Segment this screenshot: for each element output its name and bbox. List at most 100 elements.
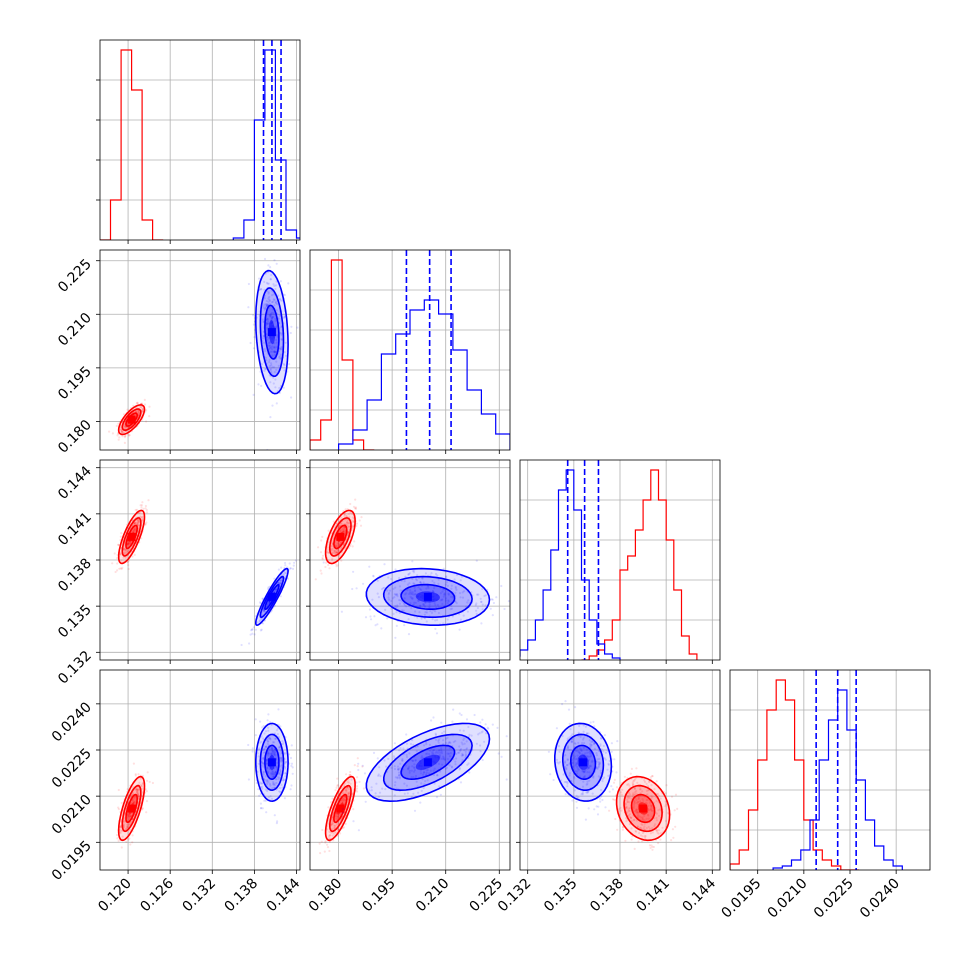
- scatter-point: [347, 531, 350, 534]
- scatter-point: [396, 765, 400, 768]
- scatter-point: [581, 785, 585, 788]
- scatter-point: [123, 436, 126, 439]
- scatter-point: [265, 304, 268, 307]
- scatter-point: [279, 353, 283, 356]
- scatter-point: [653, 825, 656, 828]
- scatter-point: [265, 760, 268, 763]
- scatter-point: [317, 546, 320, 549]
- scatter-point: [123, 549, 127, 552]
- scatter-point: [376, 592, 379, 595]
- scatter-point: [260, 782, 263, 785]
- scatter-point: [261, 726, 264, 729]
- scatter-point: [500, 755, 503, 758]
- scatter-point: [674, 793, 678, 796]
- axes-frame: [309, 249, 511, 451]
- scatter-point: [267, 320, 270, 323]
- scatter-point: [274, 771, 277, 774]
- scatter-point: [568, 762, 571, 766]
- scatter-point: [349, 544, 352, 548]
- scatter-point: [464, 753, 467, 756]
- scatter-point: [262, 757, 265, 760]
- scatter-point: [599, 800, 602, 803]
- scatter-point: [263, 297, 266, 300]
- scatter-point: [642, 819, 645, 822]
- scatter-point: [467, 725, 470, 729]
- scatter-point: [141, 807, 144, 810]
- scatter-point: [656, 831, 659, 834]
- scatter-point: [629, 807, 632, 810]
- scatter-point: [266, 304, 269, 307]
- scatter-point: [122, 826, 126, 829]
- scatter-point: [267, 264, 270, 267]
- scatter-point: [262, 765, 265, 768]
- scatter-point: [284, 354, 288, 357]
- scatter-point: [346, 521, 349, 524]
- scatter-point: [376, 757, 379, 760]
- scatter-point: [267, 291, 270, 294]
- scatter-point: [479, 721, 482, 724]
- scatter-point: [252, 393, 255, 396]
- scatter-point: [454, 740, 457, 743]
- scatter-point: [334, 549, 337, 552]
- scatter-point: [395, 624, 398, 628]
- scatter-point: [449, 741, 452, 745]
- scatter-point: [257, 383, 260, 386]
- scatter-point: [422, 603, 425, 606]
- scatter-point: [269, 721, 272, 724]
- scatter-point: [344, 508, 347, 511]
- scatter-point: [485, 732, 488, 735]
- scatter-point: [124, 434, 127, 437]
- scatter-0: [608, 767, 679, 851]
- scatter-point: [331, 814, 334, 817]
- scatter-point: [491, 598, 494, 601]
- scatter-point: [258, 747, 261, 750]
- scatter-point: [351, 545, 354, 548]
- scatter-point: [270, 773, 273, 776]
- scatter-point: [356, 765, 359, 768]
- scatter-point: [280, 759, 283, 762]
- scatter-point: [136, 790, 139, 793]
- scatter-point: [334, 551, 337, 554]
- scatter-point: [271, 747, 274, 750]
- scatter-point: [407, 768, 410, 771]
- scatter-point: [336, 817, 339, 820]
- scatter-point: [440, 721, 443, 724]
- scatter-point: [127, 838, 130, 841]
- scatter-point: [405, 753, 408, 757]
- scatter-point: [273, 751, 276, 754]
- scatter-point: [398, 585, 402, 588]
- scatter-point: [458, 767, 461, 770]
- scatter-point: [119, 535, 122, 538]
- scatter-point: [247, 282, 250, 286]
- scatter-point: [587, 732, 590, 735]
- scatter-point: [586, 767, 590, 770]
- scatter-point: [643, 819, 646, 822]
- scatter-point: [480, 622, 483, 625]
- scatter-point: [336, 564, 339, 567]
- scatter-point: [254, 718, 257, 721]
- scatter-point: [126, 825, 129, 828]
- scatter-point: [257, 755, 260, 758]
- scatter-point: [424, 780, 427, 783]
- scatter-point: [589, 752, 592, 755]
- scatter-point: [123, 548, 126, 551]
- scatter-point: [274, 378, 277, 381]
- scatter-point: [346, 521, 349, 524]
- scatter-point: [271, 749, 274, 753]
- scatter-point: [266, 782, 269, 786]
- scatter-point: [279, 280, 282, 283]
- scatter-point: [131, 555, 134, 558]
- scatter-point: [625, 805, 628, 809]
- scatter-point: [450, 604, 453, 608]
- scatter-point: [368, 565, 371, 568]
- scatter-point: [586, 732, 589, 735]
- scatter-point: [412, 776, 415, 779]
- scatter-point: [591, 759, 594, 762]
- scatter-point: [410, 769, 413, 772]
- scatter-point: [121, 835, 124, 838]
- scatter-point: [408, 591, 411, 594]
- scatter-point: [280, 579, 283, 583]
- scatter-point: [145, 800, 149, 803]
- scatter-point: [124, 425, 127, 428]
- scatter-point: [633, 805, 636, 808]
